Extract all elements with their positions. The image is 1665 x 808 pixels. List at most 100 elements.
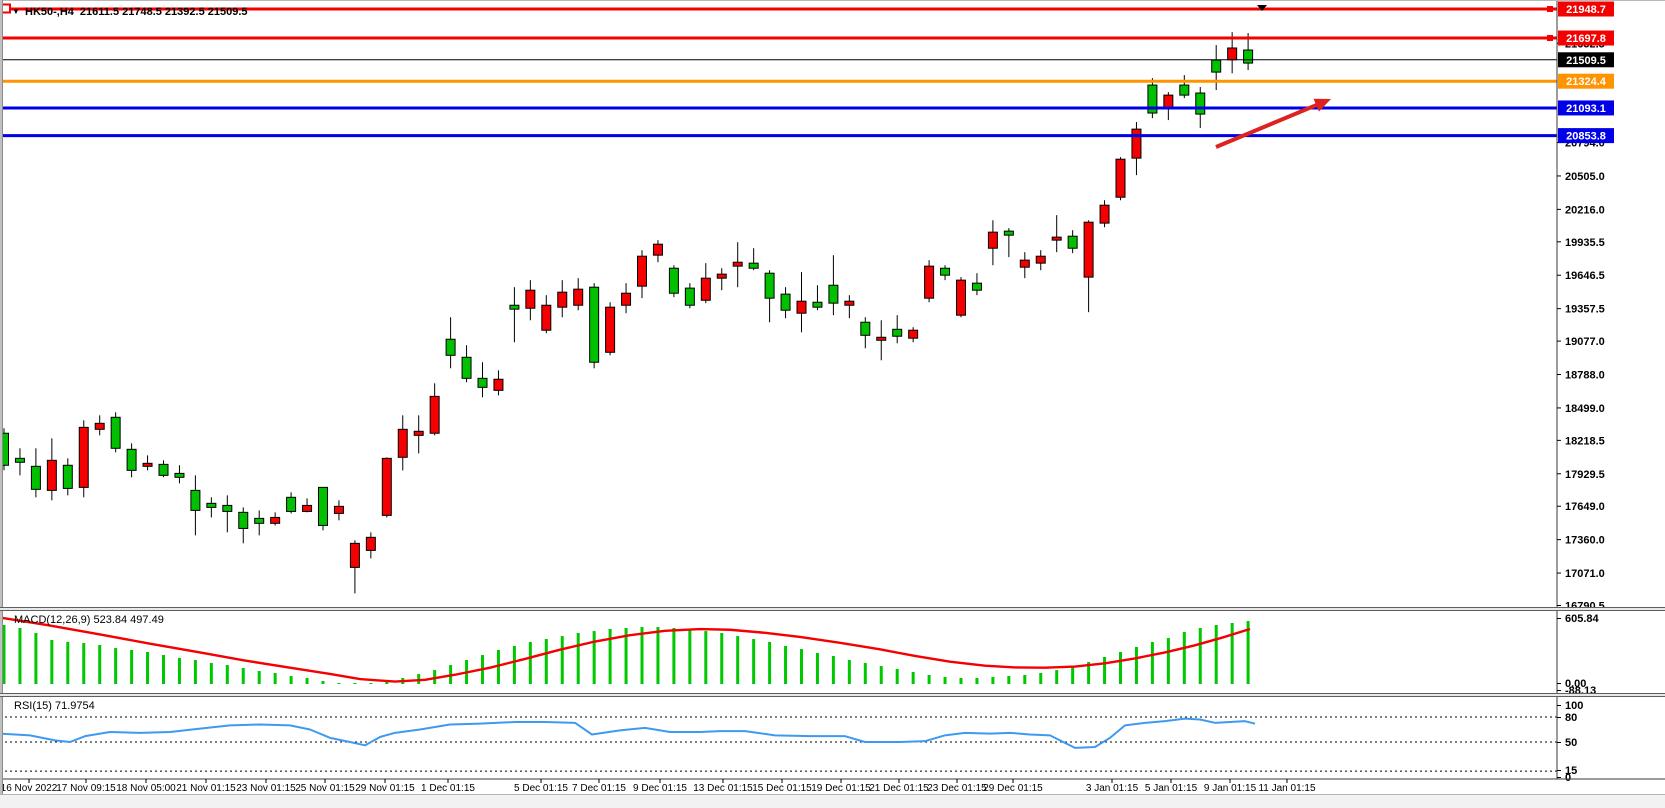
macd-bar [496, 650, 500, 684]
candle-bearish [46, 459, 57, 491]
scale-tick-label: 80 [1565, 712, 1577, 724]
candle-bearish [1099, 204, 1110, 224]
time-tick-label: 13 Dec 01:15 [693, 783, 753, 794]
panel-splitter-macd[interactable] [0, 607, 1665, 611]
arrow-shaft[interactable] [1215, 100, 1325, 149]
time-tick-label: 9 Dec 01:15 [633, 783, 687, 794]
macd-bar [273, 672, 277, 684]
arrow-head[interactable] [1313, 98, 1331, 112]
candle-bearish [908, 329, 919, 339]
line-handle[interactable] [1547, 35, 1553, 42]
time-tick-label: 5 Dec 01:15 [514, 783, 568, 794]
macd-bar [1166, 638, 1170, 684]
time-tick-label: 9 Jan 01:15 [1204, 783, 1257, 794]
candle-bullish [62, 464, 73, 489]
macd-bar [768, 641, 772, 684]
macd-bar [1246, 621, 1250, 684]
candle-bullish [158, 463, 169, 476]
window-left-border [0, 0, 3, 794]
candle-bearish [78, 426, 89, 488]
macd-bar [241, 667, 245, 684]
macd-bar [66, 641, 70, 684]
macd-bar [640, 627, 644, 684]
candle-bullish [318, 486, 328, 526]
price-axis[interactable]: 21652.520794.020505.020216.019935.519646… [1556, 0, 1605, 784]
price-tick-label: 20216.0 [1565, 204, 1605, 216]
candle-bearish [557, 291, 568, 308]
candle-bearish [429, 395, 440, 434]
candle-bearish [1051, 236, 1062, 241]
ohlc-values-label: 21611.5 21748.5 21392.5 21509.5 [79, 6, 248, 18]
candle-bearish [987, 231, 998, 249]
price-badge [1558, 1, 1614, 17]
candle-bullish [589, 286, 600, 363]
macd-bar [672, 628, 676, 684]
time-tick-label: 5 Jan 01:15 [1145, 783, 1198, 794]
line-handle[interactable] [1, 3, 11, 14]
line-handle[interactable] [1547, 6, 1553, 12]
macd-bar [752, 639, 756, 684]
time-tick-label: 25 Nov 01:15 [295, 783, 355, 794]
candle-bearish [605, 306, 616, 353]
macd-histogram [2, 621, 1250, 684]
macd-bar [512, 645, 516, 684]
macd-bar [193, 660, 197, 684]
macd-bar [130, 650, 134, 684]
candle-bearish [142, 462, 153, 467]
macd-bar [289, 676, 293, 684]
macd-signal-path [0, 616, 1251, 683]
candle-bearish [1227, 47, 1238, 61]
trend-arrow[interactable] [1215, 98, 1331, 149]
price-badge [1558, 30, 1614, 46]
candle-bullish [764, 272, 775, 299]
time-tick-label: 1 Dec 01:15 [421, 783, 475, 794]
candle-bullish [1067, 235, 1078, 249]
macd-bar [688, 628, 692, 684]
candle-bullish [780, 293, 791, 311]
chart-markers [1257, 5, 1267, 11]
time-tick-label: 11 Jan 01:15 [1258, 783, 1316, 794]
macd-bar [784, 645, 788, 684]
macd-bar [353, 683, 357, 684]
candle-bullish [828, 284, 839, 304]
macd-bar [863, 662, 867, 684]
price-tick-label: 19357.5 [1565, 304, 1605, 316]
macd-bar [831, 656, 835, 684]
macd-bar [50, 639, 54, 684]
price-badge-label: 20853.8 [1566, 131, 1606, 143]
support-resistance-lines [0, 3, 1557, 138]
candle-bearish [1035, 255, 1046, 264]
candle-bullish [222, 504, 233, 512]
candle-bearish [924, 265, 935, 299]
macd-bar [1150, 641, 1154, 684]
macd-bar [1039, 672, 1043, 684]
time-tick-label: 3 Jan 01:15 [1086, 783, 1139, 794]
macd-bar [1023, 674, 1027, 684]
price-badge [1558, 52, 1614, 68]
candle-bearish [365, 536, 376, 551]
candle-bearish [1163, 94, 1174, 108]
macd-bar [656, 627, 660, 684]
macd-bar [162, 655, 165, 684]
candle-bearish [1131, 128, 1142, 159]
price-badge-label: 21948.7 [1566, 4, 1606, 16]
macd-bar [959, 678, 963, 684]
price-tick-label: 20505.0 [1565, 171, 1605, 183]
candle-bullish [190, 489, 201, 511]
macd-bar [257, 671, 261, 684]
price-tick-label: 18788.0 [1565, 370, 1605, 382]
candle-bearish [94, 422, 105, 430]
price-badge-label: 21093.1 [1566, 103, 1606, 115]
candle-bearish [844, 300, 855, 306]
candle-bearish [493, 378, 504, 391]
macd-bar [704, 631, 708, 684]
panel-splitter-rsi[interactable] [0, 693, 1665, 697]
chart-title: HK50-,H4 21611.5 21748.5 21392.5 21509.5 [25, 6, 248, 18]
macd-bar [847, 660, 851, 684]
macd-bar [385, 680, 389, 684]
scale-tick-label: 0 [1565, 772, 1571, 784]
time-tick-label: 23 Dec 01:15 [927, 783, 987, 794]
bottom-scroll-strip[interactable] [0, 794, 1665, 808]
